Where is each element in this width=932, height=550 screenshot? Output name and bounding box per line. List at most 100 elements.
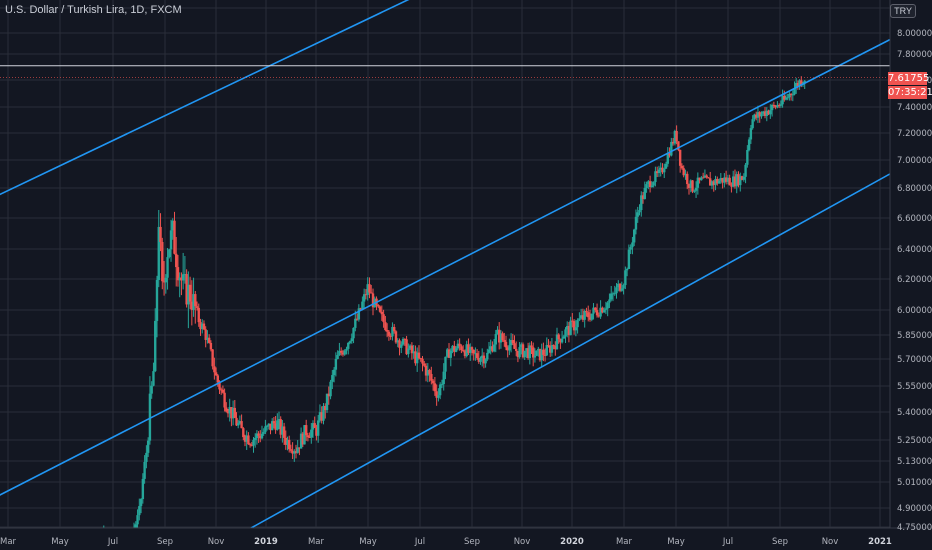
candle-body — [632, 229, 636, 243]
candle-body — [503, 340, 506, 342]
candle-body — [578, 318, 581, 321]
candle-body — [513, 343, 516, 349]
candle-body — [347, 342, 350, 349]
candle-body — [391, 326, 394, 337]
candle-body — [410, 345, 414, 354]
candle-body — [543, 354, 547, 356]
candle-body — [728, 177, 731, 186]
trend-line-channel-upper[interactable] — [0, 26, 916, 496]
candle-body — [467, 344, 470, 353]
candle-body — [747, 139, 751, 151]
candle-body — [610, 293, 613, 300]
candle-body — [324, 405, 327, 411]
candle-body — [162, 281, 166, 283]
candle-body — [533, 355, 537, 358]
candle-body — [368, 284, 371, 293]
candle-body — [724, 177, 728, 182]
candle-body — [233, 407, 236, 418]
candle-body — [786, 97, 789, 99]
candle-body — [274, 423, 277, 430]
x-tick-label: Mar — [616, 537, 633, 547]
candle-body — [525, 348, 528, 351]
candle-body — [281, 426, 284, 435]
candle-body — [313, 423, 316, 428]
trend-lines[interactable] — [0, 0, 916, 532]
candle-body — [331, 375, 334, 382]
candle-body — [511, 340, 514, 344]
candle-body — [318, 412, 322, 421]
candle-body — [355, 318, 359, 320]
countdown-tag: 07:35:21 — [888, 86, 932, 99]
candle-body — [458, 343, 461, 347]
candle-body — [636, 212, 639, 217]
candle-body — [308, 437, 311, 439]
candle-body — [742, 176, 746, 180]
candle-body — [691, 180, 694, 192]
candle-body — [540, 349, 543, 361]
candle-body — [178, 277, 181, 281]
x-tick-label: May — [667, 537, 685, 547]
candle-body — [796, 83, 800, 87]
candle-body — [248, 444, 252, 446]
candle-body — [516, 350, 520, 358]
x-tick-label: Nov — [822, 537, 839, 547]
x-tick-label: Sep — [464, 537, 480, 547]
candle-body — [555, 334, 559, 350]
candle-body — [188, 284, 192, 302]
candle-body — [282, 426, 286, 438]
candle-body — [380, 311, 384, 315]
candle-body — [426, 370, 429, 376]
candle-body — [305, 425, 308, 436]
trend-line-outer-upper-channel[interactable] — [0, 0, 915, 196]
candle-body — [161, 241, 164, 282]
candle-body — [301, 433, 304, 445]
last-price-tag: 7.61755 — [888, 72, 930, 85]
candle-body — [590, 313, 593, 320]
candle-body — [294, 451, 298, 453]
candle-body — [310, 429, 313, 438]
candle-body — [394, 331, 398, 343]
candle-body — [345, 348, 348, 351]
candle-body — [496, 329, 499, 335]
candle-body — [408, 345, 412, 349]
candle-body — [336, 355, 339, 359]
y-tick-label: 6.20000 — [897, 275, 932, 285]
candle-body — [316, 420, 320, 436]
candle-body — [744, 164, 747, 177]
candle-body — [542, 349, 545, 355]
candle-body — [560, 338, 564, 343]
candle-body — [385, 330, 389, 332]
y-tick-label: 7.80000 — [897, 50, 932, 60]
candle-body — [701, 177, 705, 179]
x-tick-label: Mar — [308, 537, 325, 547]
candle-body — [361, 301, 364, 309]
candle-body — [783, 95, 786, 100]
candle-body — [206, 337, 209, 340]
candles — [32, 76, 806, 550]
candle-body — [334, 358, 338, 370]
candle-body — [296, 447, 299, 453]
candle-body — [181, 274, 185, 281]
candle-body — [566, 326, 569, 330]
candle-body — [389, 335, 392, 337]
trend-line-channel-lower[interactable] — [245, 159, 916, 532]
candle-body — [550, 345, 554, 353]
candle-body — [472, 349, 475, 354]
currency-button[interactable]: TRY — [890, 4, 916, 18]
candle-body — [150, 385, 153, 394]
y-tick-label: 5.85000 — [897, 331, 932, 341]
y-tick-label: 5.40000 — [897, 408, 932, 418]
candle-body — [225, 407, 228, 412]
candle-body — [183, 274, 187, 276]
candle-body — [772, 104, 776, 106]
candle-body — [252, 439, 255, 446]
x-tick-label: 2020 — [560, 537, 584, 547]
candle-body — [454, 348, 458, 352]
candle-body — [694, 187, 698, 191]
time-axis-bg — [0, 528, 932, 550]
candle-body — [272, 421, 276, 424]
candle-body — [498, 329, 501, 343]
candle-body — [384, 322, 387, 331]
